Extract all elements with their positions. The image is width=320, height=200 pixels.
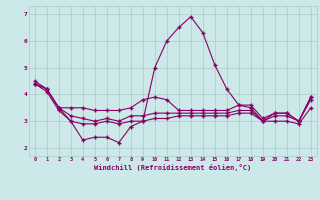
X-axis label: Windchill (Refroidissement éolien,°C): Windchill (Refroidissement éolien,°C) xyxy=(94,164,252,171)
